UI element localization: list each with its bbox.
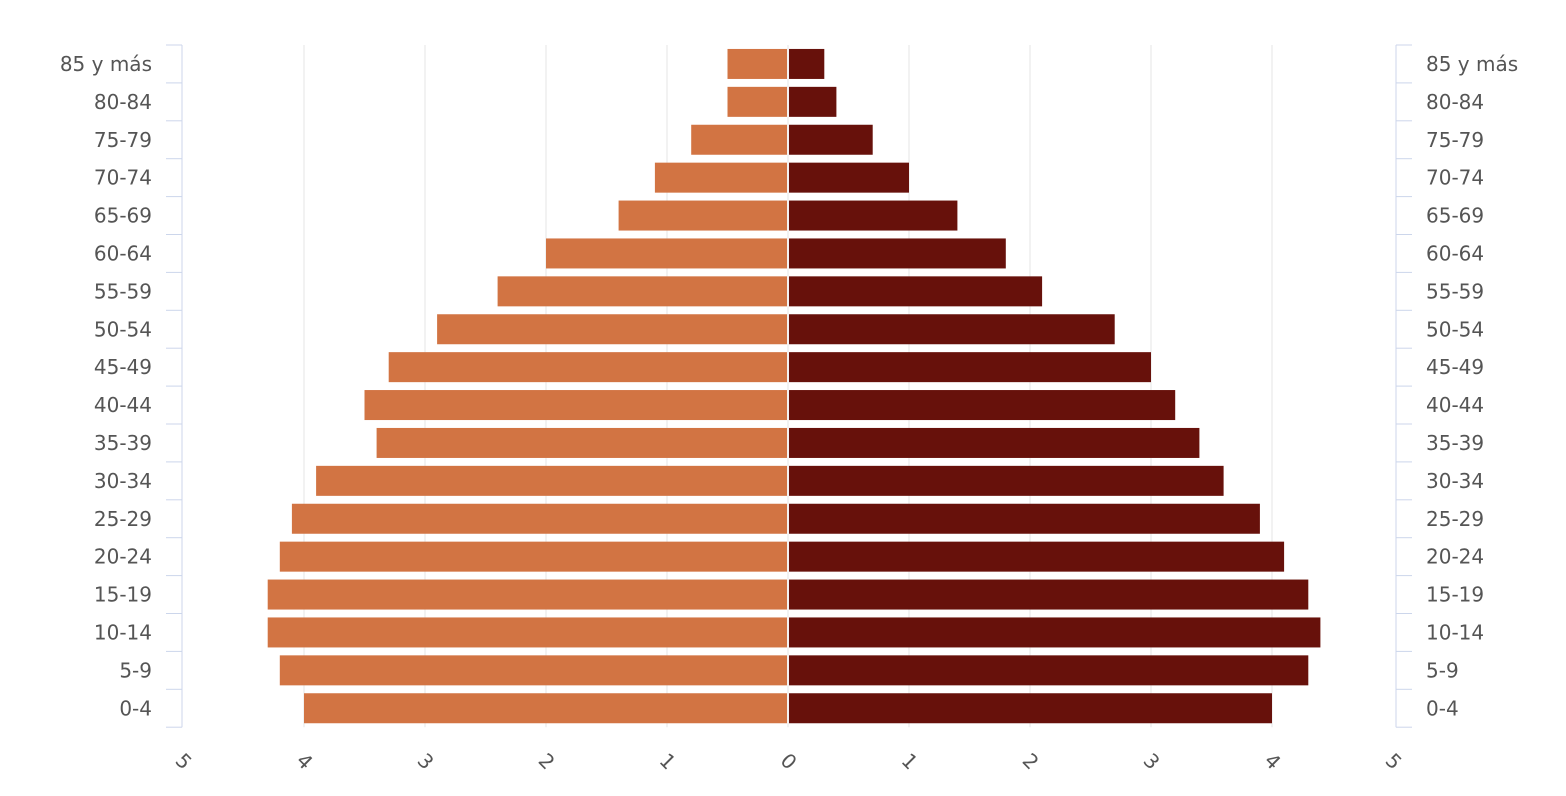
age-label-left: 85 y más: [60, 52, 152, 76]
age-label-left: 75-79: [94, 128, 152, 152]
age-label-right: 65-69: [1426, 204, 1484, 228]
age-label-left: 10-14: [94, 620, 152, 644]
bar-right: [789, 48, 825, 79]
age-label-left: 65-69: [94, 204, 152, 228]
age-label-right: 70-74: [1426, 166, 1484, 190]
age-label-right: 45-49: [1426, 355, 1484, 379]
bar-right: [789, 390, 1176, 421]
x-tick-label: 4: [292, 748, 318, 774]
age-label-left: 80-84: [94, 90, 152, 114]
x-tick-label: 2: [534, 748, 560, 774]
bar-right: [789, 503, 1260, 534]
age-label-left: 15-19: [94, 583, 152, 607]
age-label-left: 40-44: [94, 393, 152, 417]
age-label-left: 0-4: [119, 696, 152, 720]
bar-right: [789, 579, 1309, 610]
bar-right: [789, 541, 1285, 572]
age-label-left: 60-64: [94, 241, 152, 265]
bar-left: [316, 465, 787, 496]
age-label-right: 75-79: [1426, 128, 1484, 152]
x-tick-label: 0: [776, 748, 802, 774]
age-label-left: 70-74: [94, 166, 152, 190]
bar-right: [789, 617, 1321, 648]
bar-left: [546, 238, 787, 269]
age-label-right: 80-84: [1426, 90, 1484, 114]
age-label-left: 25-29: [94, 507, 152, 531]
age-label-right: 35-39: [1426, 431, 1484, 455]
age-label-left: 5-9: [119, 658, 152, 682]
age-label-right: 0-4: [1426, 696, 1459, 720]
bar-left: [376, 427, 787, 458]
bar-left: [279, 655, 787, 686]
bar-left: [267, 579, 787, 610]
bar-left: [618, 200, 787, 231]
grid-lines: [303, 45, 1273, 728]
bar-right: [789, 352, 1151, 383]
bar-left: [654, 162, 787, 193]
bar-left: [437, 314, 787, 345]
bar-right: [789, 655, 1309, 686]
bar-left: [291, 503, 787, 534]
x-tick-label: 1: [897, 748, 923, 774]
x-tick-label: 4: [1260, 748, 1286, 774]
bar-right: [789, 162, 909, 193]
age-label-right: 25-29: [1426, 507, 1484, 531]
age-label-right: 30-34: [1426, 469, 1484, 493]
bar-left: [691, 124, 787, 155]
axes: [166, 44, 1412, 728]
age-label-right: 60-64: [1426, 241, 1484, 265]
bar-left: [279, 541, 787, 572]
bar-left: [497, 276, 787, 307]
age-label-left: 20-24: [94, 545, 152, 569]
bar-right: [789, 314, 1115, 345]
x-tick-label: 1: [655, 748, 681, 774]
age-label-left: 30-34: [94, 469, 152, 493]
bar-left: [267, 617, 787, 648]
bar-right: [789, 465, 1224, 496]
bar-right: [789, 124, 873, 155]
bar-left: [364, 390, 787, 421]
bar-left: [727, 86, 787, 117]
age-label-left: 45-49: [94, 355, 152, 379]
age-label-right: 20-24: [1426, 545, 1484, 569]
bar-left: [727, 48, 787, 79]
x-tick-label: 3: [1139, 748, 1165, 774]
bar-right: [789, 238, 1006, 269]
x-tick-label: 2: [1018, 748, 1044, 774]
age-label-left: 55-59: [94, 279, 152, 303]
bar-left: [388, 352, 787, 383]
bar-right: [789, 427, 1200, 458]
age-label-right: 50-54: [1426, 317, 1484, 341]
bar-right: [789, 276, 1043, 307]
x-tick-label: 3: [413, 748, 439, 774]
age-label-right: 10-14: [1426, 620, 1484, 644]
x-tick-label: 5: [1381, 748, 1407, 774]
age-label-right: 40-44: [1426, 393, 1484, 417]
age-label-left: 35-39: [94, 431, 152, 455]
age-label-right: 5-9: [1426, 658, 1459, 682]
age-label-right: 15-19: [1426, 583, 1484, 607]
age-label-left: 50-54: [94, 317, 152, 341]
bars: [267, 48, 1321, 724]
x-tick-label: 5: [171, 748, 197, 774]
bar-right: [789, 693, 1272, 724]
bar-right: [789, 200, 958, 231]
bar-right: [789, 86, 837, 117]
age-label-right: 85 y más: [1426, 52, 1518, 76]
age-label-right: 55-59: [1426, 279, 1484, 303]
bar-left: [304, 693, 787, 724]
